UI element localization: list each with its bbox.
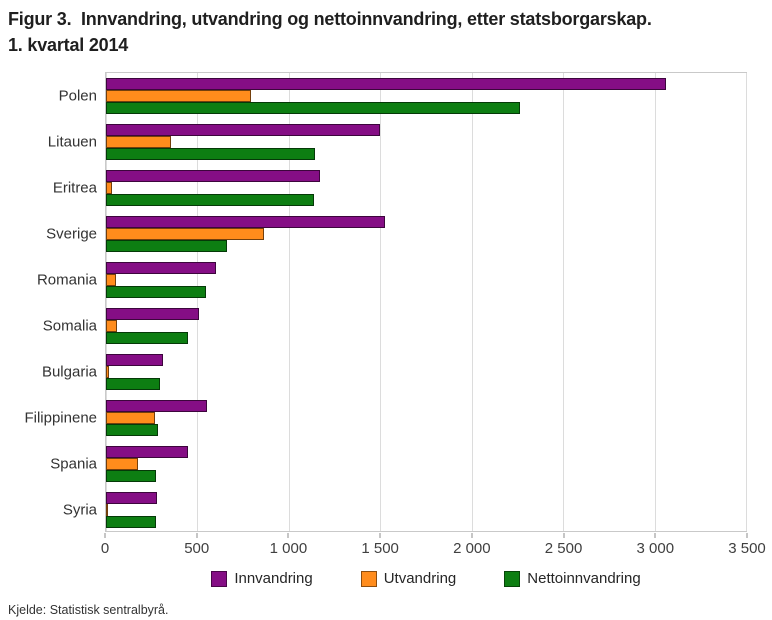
nettoinnvandring-bar: [106, 516, 157, 528]
category-label: Romania: [36, 271, 97, 289]
category-row: Eritrea: [53, 165, 746, 211]
category-row: Filippinene: [24, 395, 746, 441]
category-row: Syria: [63, 487, 746, 533]
x-tick-mark: [654, 533, 656, 538]
source-note: Kjelde: Statistisk sentralbyrå.: [8, 603, 169, 617]
x-tick-label: 3 500: [728, 540, 766, 557]
gridline: [471, 73, 473, 531]
figure-title-line2: 1. kvartal 2014: [8, 35, 129, 55]
utvandring-bar: [106, 504, 108, 516]
utvandring-bar: [106, 90, 252, 102]
nettoinnvandring-bar: [106, 194, 314, 206]
gridline: [654, 73, 656, 531]
x-tick-mark: [287, 533, 289, 538]
innvandring-bar: [106, 492, 158, 504]
gridline: [746, 73, 747, 531]
legend: Innvandring Utvandring Nettoinnvandring: [105, 570, 747, 587]
nettoinnvandring-bar: [106, 148, 316, 160]
legend-swatch-icon: [211, 570, 228, 587]
legend-label: Utvandring: [383, 570, 457, 587]
legend-item-utvandring: Utvandring: [360, 570, 457, 587]
utvandring-bar: [106, 274, 117, 286]
category-label: Polen: [58, 87, 97, 105]
category-label: Bulgaria: [41, 363, 97, 381]
innvandring-bar: [106, 78, 666, 90]
category-row: Romania: [37, 257, 746, 303]
nettoinnvandring-bar: [106, 240, 227, 252]
x-tick-label: 2 000: [453, 540, 491, 557]
x-tick-label: 3 000: [636, 540, 675, 557]
innvandring-bar: [106, 400, 208, 412]
x-tick-label: 500: [184, 540, 210, 557]
innvandring-bar: [106, 170, 320, 182]
category-label: Sverige: [46, 225, 97, 243]
nettoinnvandring-bar: [106, 102, 521, 114]
category-label: Litauen: [47, 133, 97, 151]
utvandring-bar: [106, 366, 109, 378]
x-tick-mark: [746, 533, 748, 538]
legend-swatch-icon: [360, 570, 377, 587]
category-row: Spania: [50, 441, 746, 487]
nettoinnvandring-bar: [106, 286, 206, 298]
gridline: [106, 73, 107, 531]
category-label: Filippinene: [24, 409, 97, 427]
figure-title: Figur 3. Innvandring, utvandring og nett…: [8, 6, 764, 58]
nettoinnvandring-bar: [106, 424, 159, 436]
legend-swatch-icon: [504, 570, 521, 587]
utvandring-bar: [106, 320, 117, 332]
nettoinnvandring-bar: [106, 378, 160, 390]
innvandring-bar: [106, 354, 163, 366]
category-row: Sverige: [46, 211, 746, 257]
innvandring-bar: [106, 262, 216, 274]
x-tick-mark: [471, 533, 473, 538]
x-tick-label: 1 500: [361, 540, 399, 557]
plot-area: Polen Litauen Eritrea Sverige Romania Somalia…: [24, 72, 747, 533]
x-tick-label: 2 500: [544, 540, 583, 557]
innvandring-bar: [106, 216, 385, 228]
gridline: [563, 73, 565, 531]
figure-title-line1: Figur 3. Innvandring, utvandring og nett…: [8, 9, 652, 29]
innvandring-bar: [106, 308, 200, 320]
gridline: [288, 73, 290, 531]
x-tick-label: 1 000: [269, 540, 308, 557]
category-label: Somalia: [42, 317, 97, 335]
legend-item-nettoinnvandring: Nettoinnvandring: [504, 570, 641, 587]
category-label: Syria: [62, 501, 97, 519]
legend-item-innvandring: Innvandring: [211, 570, 313, 587]
x-tick-mark: [196, 533, 198, 538]
nettoinnvandring-bar: [106, 332, 189, 344]
legend-label: Innvandring: [234, 570, 313, 587]
x-axis: 0 500 1 000 1 500 2 000 2 500 3 000 3 500: [101, 533, 766, 559]
x-tick-mark: [104, 533, 106, 538]
x-tick-mark: [379, 533, 381, 538]
category-label: Eritrea: [52, 179, 97, 197]
innvandring-bar: [106, 124, 381, 136]
nettoinnvandring-bar: [106, 470, 157, 482]
utvandring-bar: [106, 458, 138, 470]
utvandring-bar: [106, 182, 113, 194]
utvandring-bar: [106, 228, 265, 240]
legend-label: Nettoinnvandring: [527, 570, 641, 587]
category-label: Spania: [50, 455, 97, 473]
gridline: [380, 73, 382, 531]
x-tick-mark: [563, 533, 565, 538]
gridline: [197, 73, 199, 531]
category-row: Polen: [59, 73, 746, 119]
category-row: Somalia: [43, 303, 746, 349]
innvandring-bar: [106, 446, 189, 458]
x-tick-label: 0: [100, 540, 110, 557]
category-row: Bulgaria: [42, 349, 746, 395]
utvandring-bar: [106, 136, 171, 148]
utvandring-bar: [106, 412, 156, 424]
category-row: Litauen: [48, 119, 746, 165]
